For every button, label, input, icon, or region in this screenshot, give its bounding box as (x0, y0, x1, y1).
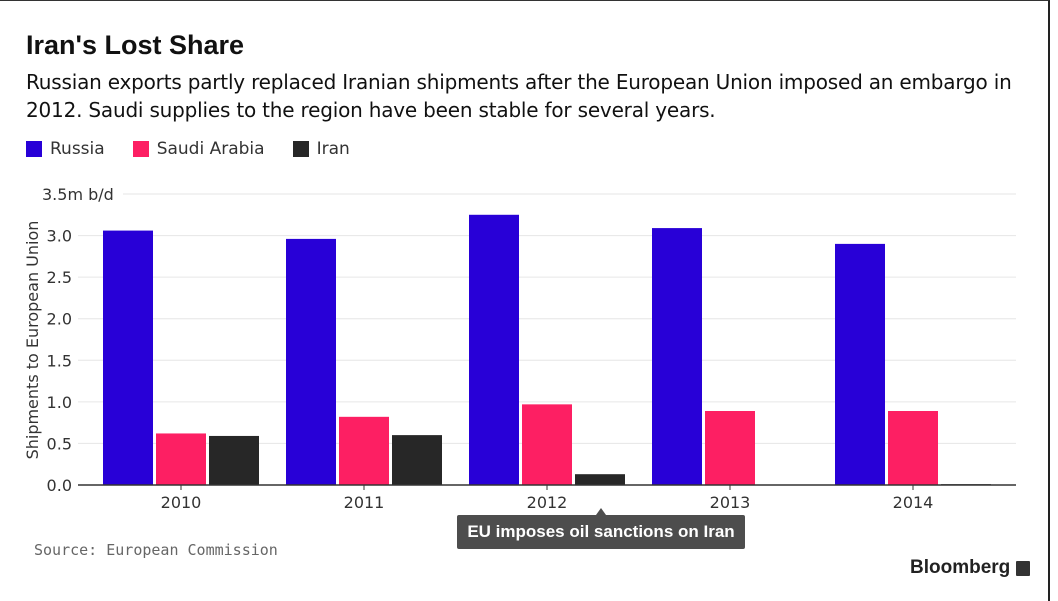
chart-title: Iran's Lost Share (26, 30, 244, 60)
y-axis-label: Shipments to European Union (23, 221, 42, 460)
bar-saudi-arabia-2014 (888, 411, 938, 485)
bar-iran-2010 (209, 435, 259, 485)
chart-icon (1016, 560, 1031, 576)
legend-label-saudi-arabia: Saudi Arabia (156, 139, 265, 159)
legend: Russia Saudi Arabia Iran (26, 139, 378, 159)
x-tick-label: 2012 (527, 493, 568, 512)
x-tick-label: 2014 (893, 493, 934, 512)
bar-russia-2013 (652, 228, 702, 486)
legend-item-russia: Russia (26, 139, 105, 159)
x-tick-label: 2010 (161, 493, 202, 512)
y-tick-label: 0.0 (47, 476, 72, 495)
y-tick-label: 2.5 (47, 268, 72, 287)
annotation-tooltip: EU imposes oil sanctions on Iran (457, 515, 745, 549)
bar-saudi-arabia-2011 (339, 416, 389, 485)
y-tick-label: 1.5 (47, 351, 72, 370)
annotation-pointer (596, 508, 606, 515)
bar-iran-2011 (392, 435, 442, 485)
bar-saudi-arabia-2012 (522, 404, 572, 485)
legend-label-russia: Russia (50, 139, 105, 159)
brand-name: Bloomberg (910, 557, 1011, 578)
legend-swatch-iran (292, 141, 309, 157)
y-tick-label: 1.0 (47, 393, 72, 412)
legend-swatch-russia (26, 141, 42, 157)
legend-label-iran: Iran (316, 139, 350, 159)
y-tick-label: 2.0 (47, 310, 72, 329)
x-tick-label: 2013 (710, 493, 751, 512)
bar-iran-2012 (575, 474, 625, 485)
bloomberg-logo: Bloomberg (910, 557, 1031, 579)
legend-item-iran: Iran (292, 139, 350, 159)
chart-subtitle: Russian exports partly replaced Iranian … (26, 70, 1012, 122)
y-tick-label: 0.5 (47, 434, 72, 453)
bar-russia-2012 (469, 214, 519, 486)
x-tick-label: 2011 (344, 493, 385, 512)
bar-saudi-arabia-2010 (156, 433, 206, 485)
source-note: Source: European Commission (34, 541, 278, 559)
y-unit-label: 3.5m b/d (42, 185, 114, 204)
bar-russia-2014 (835, 243, 885, 485)
y-tick-label: 3.0 (47, 227, 72, 246)
bar-saudi-arabia-2013 (705, 411, 755, 485)
legend-item-saudi-arabia: Saudi Arabia (132, 139, 265, 159)
bar-russia-2011 (286, 238, 336, 485)
legend-swatch-saudi-arabia (132, 141, 149, 157)
bar-russia-2010 (103, 230, 153, 485)
